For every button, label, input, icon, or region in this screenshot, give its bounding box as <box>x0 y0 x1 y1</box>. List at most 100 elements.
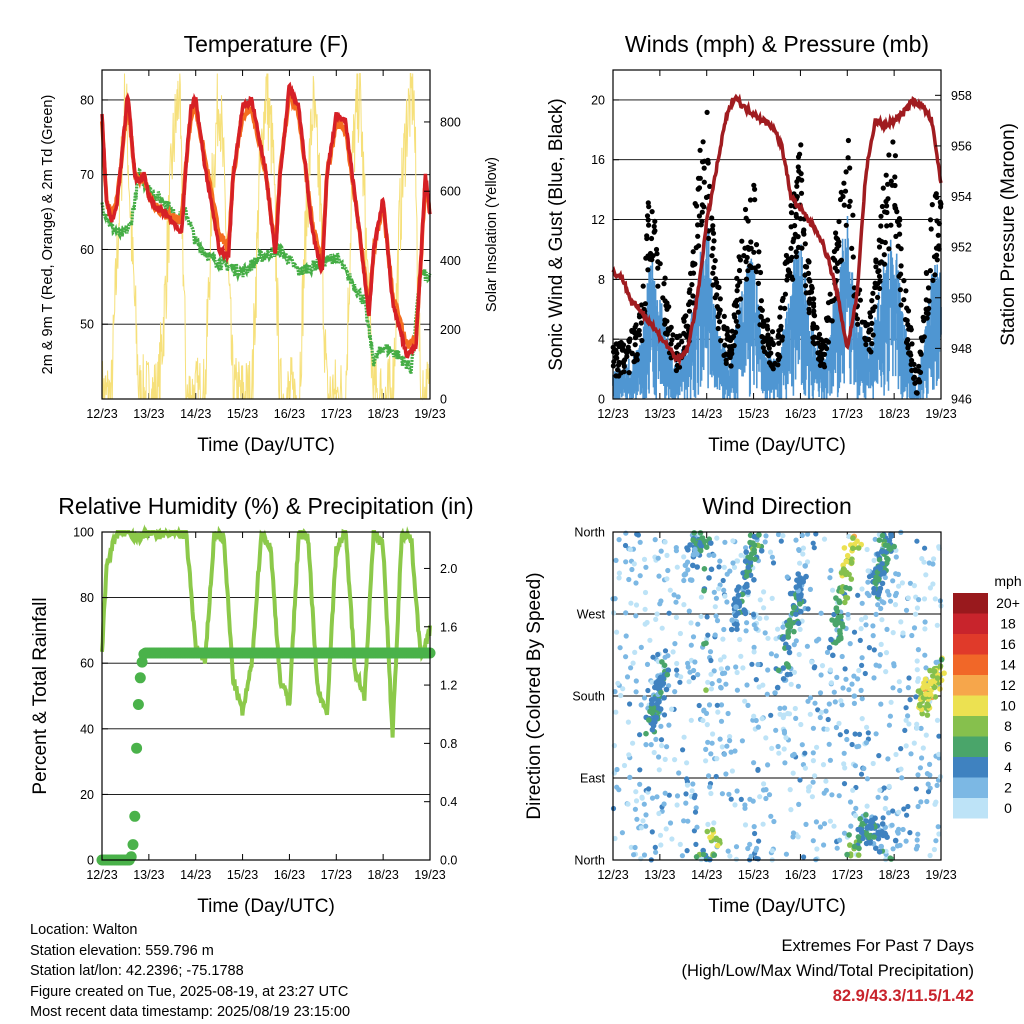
direction-point <box>637 781 643 787</box>
gust-point <box>621 369 627 375</box>
direction-point <box>783 735 789 741</box>
direction-point <box>821 821 828 827</box>
gust-point <box>681 316 687 322</box>
gust-point <box>909 357 915 364</box>
direction-point <box>864 825 870 831</box>
direction-point <box>875 794 881 800</box>
direction-point <box>718 666 724 672</box>
gust-point <box>912 380 918 386</box>
gust-point <box>647 250 654 257</box>
legend-swatch <box>953 613 988 634</box>
direction-point <box>743 573 750 579</box>
gust-point <box>847 165 853 171</box>
direction-point <box>624 674 631 680</box>
direction-point <box>694 564 700 570</box>
direction-point <box>691 530 697 536</box>
precip-point <box>134 672 146 684</box>
plot-border <box>101 69 431 400</box>
gust-point <box>833 235 839 241</box>
direction-point <box>632 844 638 851</box>
direction-point <box>855 852 862 858</box>
direction-point <box>735 610 741 616</box>
gust-point <box>779 337 785 343</box>
gust-point <box>905 322 911 328</box>
direction-point <box>848 560 855 566</box>
direction-point <box>851 629 858 635</box>
gust-point <box>898 302 904 308</box>
legend-label: 14 <box>1000 657 1016 673</box>
gust-point <box>795 164 801 170</box>
gust-point <box>854 316 861 322</box>
direction-point <box>851 693 858 699</box>
direction-point <box>797 777 803 783</box>
direction-point <box>924 712 931 718</box>
direction-point <box>639 795 645 801</box>
gust-point <box>722 342 728 348</box>
gust-point <box>841 202 847 208</box>
gust-point <box>655 265 661 271</box>
direction-point <box>751 533 758 540</box>
gust-point <box>759 334 765 340</box>
direction-point <box>785 644 792 651</box>
direction-point <box>681 577 687 584</box>
direction-point <box>826 701 832 707</box>
direction-point <box>911 740 917 746</box>
legend-swatch <box>953 736 988 757</box>
direction-point <box>931 556 937 562</box>
direction-point <box>788 681 794 687</box>
direction-point <box>887 713 894 719</box>
gust-point <box>837 259 843 265</box>
gust-point <box>913 390 920 396</box>
gust-point <box>662 330 669 336</box>
direction-point <box>858 626 864 632</box>
gust-point <box>705 235 712 241</box>
direction-point <box>853 805 859 812</box>
legend-label: 20+ <box>996 595 1020 611</box>
gust-point <box>897 231 903 237</box>
gust-point <box>743 276 750 282</box>
gust-point <box>711 264 717 271</box>
direction-point <box>694 551 700 557</box>
direction-point <box>685 567 691 573</box>
direction-point <box>685 664 691 670</box>
direction-point <box>864 803 870 809</box>
y-tick-label: 12 <box>591 213 605 227</box>
direction-point <box>833 605 840 611</box>
direction-point <box>905 595 911 601</box>
gust-point <box>710 230 717 236</box>
gust-point <box>820 341 826 347</box>
gust-point <box>742 206 749 213</box>
gust-point <box>752 197 758 203</box>
direction-point <box>892 837 899 844</box>
direction-point <box>716 564 722 570</box>
direction-point <box>747 841 753 848</box>
y-tick-label: 50 <box>80 318 94 332</box>
legend-swatch <box>953 593 988 614</box>
direction-point <box>622 542 629 549</box>
direction-point <box>734 621 740 628</box>
direction-point <box>936 831 942 837</box>
direction-point <box>628 844 634 850</box>
direction-point <box>633 678 639 684</box>
direction-point <box>842 599 848 606</box>
gust-point <box>640 283 646 289</box>
gust-point <box>685 323 691 329</box>
gust-point <box>715 284 721 290</box>
direction-point <box>807 711 813 717</box>
direction-point <box>823 708 829 714</box>
direction-point <box>683 791 689 797</box>
gust-point <box>735 283 741 289</box>
direction-point <box>860 835 866 842</box>
gust-point <box>886 152 892 158</box>
gust-point <box>797 216 804 222</box>
direction-point <box>664 552 670 559</box>
direction-point <box>613 709 619 715</box>
gust-point <box>651 223 657 229</box>
gust-point <box>696 213 703 219</box>
direction-point <box>650 654 656 660</box>
direction-point <box>762 539 768 545</box>
direction-point <box>680 747 686 753</box>
direction-point <box>652 537 658 543</box>
direction-point <box>721 564 727 570</box>
direction-point <box>888 699 894 705</box>
